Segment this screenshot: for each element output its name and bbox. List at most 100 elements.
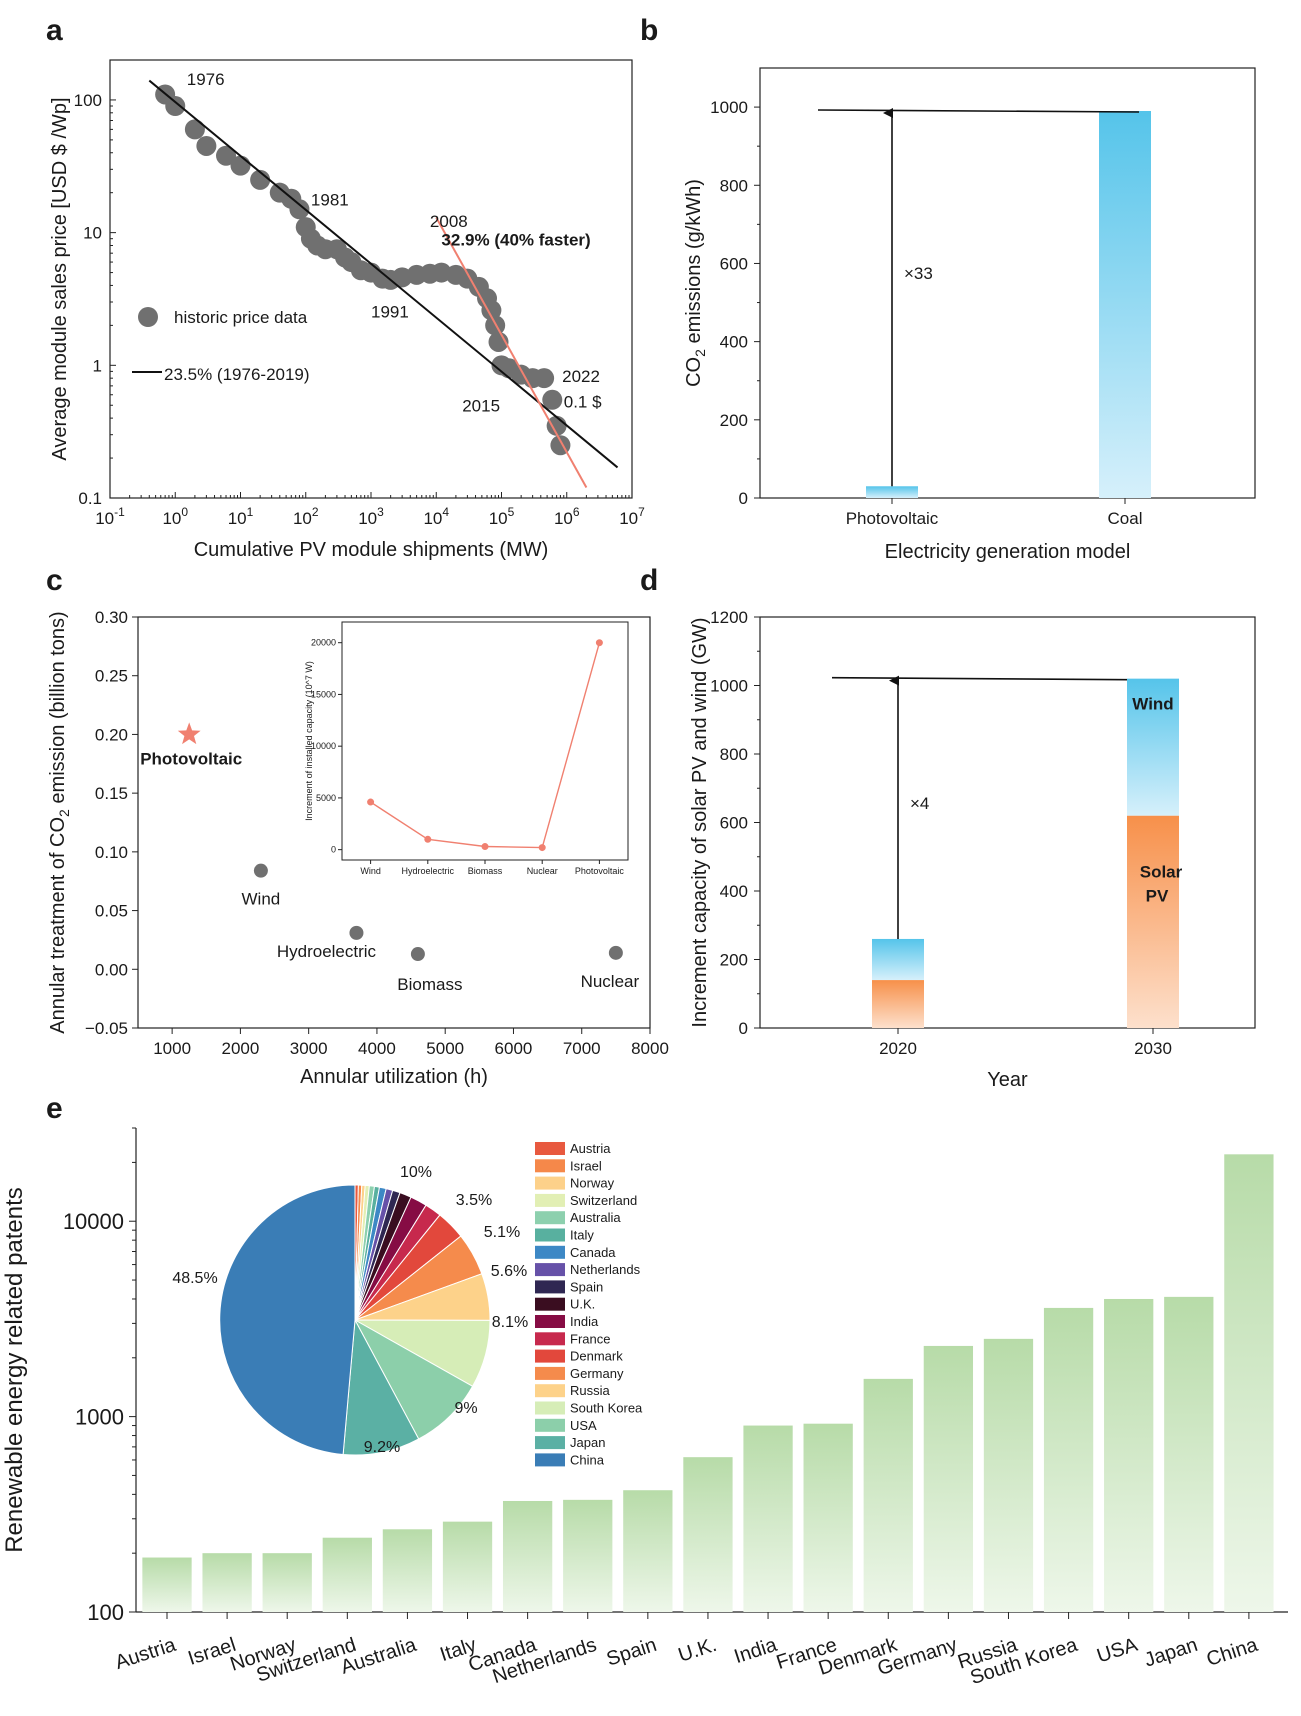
c-inset-point — [424, 835, 432, 843]
d-bar-wind-2020 — [872, 938, 924, 981]
e-pie-slice-china — [219, 1184, 356, 1456]
d-xtick-label: 2020 — [879, 1039, 917, 1058]
panel-a-price-learning-curve: 10-1 100 101 102 103 104 105 106 107 0.1 1 10 100 Cum… — [49, 59, 645, 561]
e-pie-label: 8.1% — [492, 1314, 528, 1331]
e-legend-label: Norway — [570, 1176, 615, 1191]
d-bar-solar-2020 — [872, 980, 924, 1028]
e-legend-swatch — [535, 1418, 565, 1432]
e-pie-label: 3.5% — [456, 1192, 492, 1209]
a-price-point — [216, 145, 237, 166]
c-inset-ytick-label: 10000 — [311, 741, 336, 751]
e-bar-canada — [502, 1500, 553, 1612]
a-price-point — [196, 135, 217, 156]
a-xtick-label: 106 — [554, 505, 580, 528]
c-point-wind — [253, 863, 268, 878]
e-bar-france — [803, 1423, 853, 1612]
e-legend-swatch — [535, 1401, 565, 1415]
e-legend-label: Australia — [570, 1210, 621, 1225]
a-fit-legend-label: 23.5% (1976-2019) — [164, 365, 310, 384]
e-legend-label: Canada — [570, 1245, 616, 1260]
e-legend-swatch — [535, 1315, 565, 1328]
a-ytick-label: 1 — [93, 356, 102, 375]
e-xtick-label: Japan — [1142, 1634, 1201, 1672]
c-inset-xtick-label: Photovoltaic — [575, 866, 625, 876]
c-inset-ylabel: Increment of installed capacity (10^7 W) — [304, 661, 314, 821]
e-xtick-label: India — [732, 1634, 781, 1669]
c-inset-xtick-label: Biomass — [468, 866, 503, 876]
a-price-point — [481, 300, 502, 321]
e-ytick-label: 1000 — [75, 1405, 124, 1430]
e-bar-russia — [983, 1338, 1034, 1612]
e-bar-netherlands — [563, 1499, 613, 1612]
a-annotation: 1981 — [311, 191, 349, 210]
d-bar-wind-2030 — [1127, 678, 1179, 816]
c-inset-point — [538, 844, 546, 852]
c-point-hydroelectric — [349, 925, 364, 940]
b-bar-photovoltaic — [866, 486, 918, 498]
e-bar-switzerland — [322, 1537, 372, 1612]
d-ytick-label: 200 — [720, 951, 748, 970]
c-inset-ytick-label: 0 — [331, 845, 336, 855]
c-ytick-label: 0.10 — [95, 843, 128, 862]
b-ytick-label: 1000 — [710, 98, 748, 117]
a-legend-label: historic price data — [174, 308, 308, 327]
a-xtick-label: 100 — [162, 505, 188, 528]
c-xtick-label: 8000 — [631, 1039, 669, 1058]
e-bar-uk — [683, 1457, 733, 1612]
e-pie-label: 10% — [400, 1164, 432, 1181]
a-ytick-label: 100 — [74, 91, 102, 110]
e-legend-swatch — [535, 1159, 565, 1173]
e-legend-label: Denmark — [570, 1349, 623, 1364]
a-ylabel: Average module sales price [USD $ /Wp] — [49, 97, 71, 460]
e-legend-swatch — [535, 1366, 565, 1380]
panel-d-capacity-stacked-bars: 0 200 400 600 800 1000 1200 2020 2030 ×4 Wind Solar… — [689, 608, 1256, 1091]
a-price-point — [230, 155, 251, 176]
c-xtick-label: 2000 — [221, 1039, 259, 1058]
e-legend-swatch — [535, 1436, 565, 1450]
d-xlabel: Year — [987, 1069, 1028, 1091]
panel-c-frame — [137, 616, 651, 1029]
a-price-point — [184, 119, 205, 140]
e-legend-swatch — [535, 1263, 565, 1277]
e-bar-austria — [142, 1557, 192, 1612]
e-legend-swatch — [535, 1228, 565, 1242]
e-xtick-label: U.K. — [676, 1634, 720, 1667]
e-legend-swatch — [535, 1176, 565, 1190]
e-legend-label: South Korea — [570, 1401, 643, 1416]
a-legend-marker — [138, 307, 158, 327]
e-legend-swatch — [535, 1280, 565, 1294]
c-xtick-label: 5000 — [426, 1039, 464, 1058]
a-price-point — [542, 389, 563, 410]
e-legend-label: Spain — [570, 1279, 603, 1294]
panel-c-co2-treatment-scatter: 1000 2000 3000 4000 5000 6000 7000 8000 −0.05 0.0… — [47, 608, 669, 1088]
a-ytick-label: 10 — [83, 224, 102, 243]
a-annotation: 2008 — [430, 212, 468, 231]
c-ytick-label: 0.20 — [95, 725, 128, 744]
a-xtick-label: 102 — [293, 505, 319, 528]
e-legend-swatch — [535, 1193, 565, 1207]
d-wind-label: Wind — [1132, 694, 1173, 713]
e-legend-label: India — [570, 1314, 599, 1329]
e-ytick-label: 10000 — [63, 1209, 124, 1234]
c-xlabel: Annular utilization (h) — [300, 1066, 488, 1088]
c-ytick-label: 0.15 — [95, 784, 128, 803]
b-ytick-label: 0 — [739, 489, 748, 508]
d-ytick-label: 800 — [720, 745, 748, 764]
e-bar-norway — [262, 1553, 312, 1612]
c-xtick-label: 3000 — [290, 1039, 328, 1058]
panel-letter-e: e — [46, 1092, 63, 1125]
b-reference-line — [817, 109, 1140, 113]
e-bar-australia — [382, 1529, 433, 1612]
a-xtick-label: 107 — [619, 505, 645, 528]
e-xtick-label: China — [1204, 1634, 1261, 1671]
d-bar-solar-2030 — [1127, 815, 1179, 1028]
c-ytick-label: 0.25 — [95, 667, 128, 686]
a-xtick-label: 10-1 — [95, 505, 125, 528]
c-inset-frame — [341, 621, 629, 861]
c-ytick-label: 0.00 — [95, 960, 128, 979]
e-bar-india — [743, 1425, 793, 1612]
e-ylabel: Renewable energy related patents — [1, 1187, 28, 1553]
c-point-photovoltaic — [177, 722, 201, 745]
e-legend-label: Israel — [570, 1158, 602, 1173]
b-ytick-label: 600 — [720, 254, 748, 273]
